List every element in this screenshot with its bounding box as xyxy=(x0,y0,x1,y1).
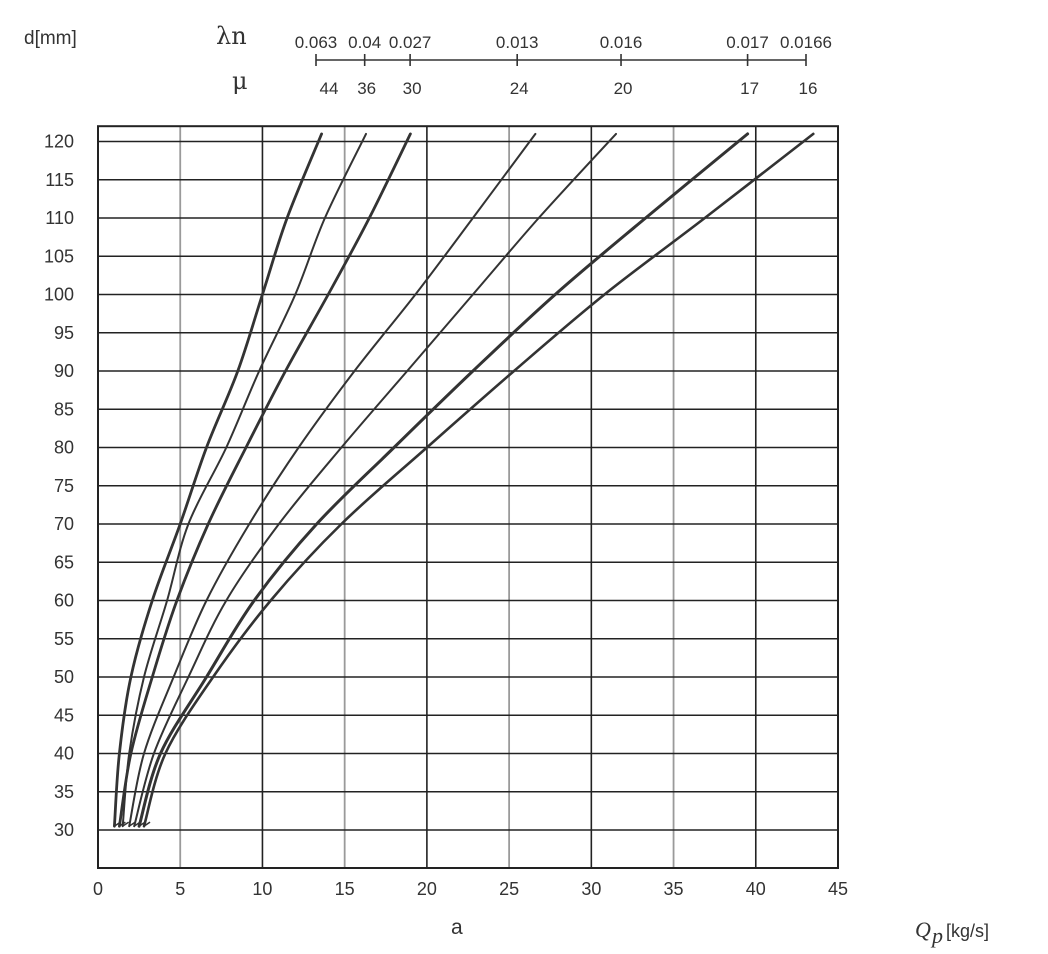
y-tick-label: 110 xyxy=(45,208,74,228)
y-tick-label: 60 xyxy=(54,591,74,611)
curves xyxy=(113,132,815,828)
mu-symbol: μ xyxy=(232,67,248,95)
top-scale: 0.063 44 0.04 36 0.027 30 0.013 24 0.016 20 0.017 1… xyxy=(295,33,832,98)
x-tick-label: 35 xyxy=(664,879,684,899)
mu-label: 20 xyxy=(614,79,633,98)
y-axis-label: d[mm] xyxy=(24,28,77,49)
x-tick-label: 15 xyxy=(335,879,355,899)
x-tick-label: 40 xyxy=(746,879,766,899)
curve-line xyxy=(118,132,412,828)
y-tick-label: 30 xyxy=(54,820,74,840)
x-tick-label: 20 xyxy=(417,879,437,899)
curve-line xyxy=(133,132,617,828)
x-tick-label: 10 xyxy=(252,879,272,899)
y-tick-label: 65 xyxy=(54,552,74,572)
x-unit-symbol: Q xyxy=(915,917,931,942)
y-tick-label: 35 xyxy=(54,782,74,802)
curve-line xyxy=(128,132,537,828)
x-tick-labels: 0 5 10 15 20 25 30 35 40 45 xyxy=(93,879,848,899)
x-unit-label: Q p [kg/s] xyxy=(915,917,989,948)
y-tick-label: 90 xyxy=(54,361,74,381)
y-tick-label: 95 xyxy=(54,323,74,343)
mu-label: 36 xyxy=(357,79,376,98)
curve-line xyxy=(113,132,323,828)
x-tick-label: 30 xyxy=(581,879,601,899)
plot-border xyxy=(97,125,839,869)
lambda-n-symbol: λn xyxy=(216,22,247,50)
lambda-n-label: 0.013 xyxy=(496,33,539,52)
y-tick-label: 40 xyxy=(54,744,74,764)
curve-base-stub xyxy=(118,821,126,827)
lambda-n-label: 0.04 xyxy=(348,33,381,52)
curve-base-stub xyxy=(122,821,130,827)
y-tick-label: 45 xyxy=(54,705,74,725)
y-tick-label: 80 xyxy=(54,438,74,458)
lambda-n-label: 0.027 xyxy=(389,33,432,52)
x-tick-label: 0 xyxy=(93,879,103,899)
curve-line xyxy=(121,132,367,828)
y-tick-label: 85 xyxy=(54,399,74,419)
curve-base-stub xyxy=(143,821,151,827)
grid xyxy=(97,126,839,868)
y-tick-label: 75 xyxy=(54,476,74,496)
y-tick-label: 115 xyxy=(45,170,74,190)
y-tick-label: 120 xyxy=(44,132,74,152)
y-tick-labels: 30 35 40 45 50 55 60 65 70 75 80 85 90 95 100 105 110 115… xyxy=(44,132,74,841)
y-tick-label: 100 xyxy=(44,285,74,305)
mu-label: 30 xyxy=(403,79,422,98)
lambda-n-label: 0.017 xyxy=(726,33,769,52)
x-axis-label: a xyxy=(451,916,463,939)
y-tick-label: 55 xyxy=(54,629,74,649)
y-tick-label: 70 xyxy=(54,514,74,534)
mu-label: 17 xyxy=(740,79,759,98)
x-unit-subscript: p xyxy=(930,923,943,948)
lambda-n-label: 0.063 xyxy=(295,33,338,52)
x-tick-label: 25 xyxy=(499,879,519,899)
curve-line xyxy=(142,132,815,828)
y-tick-label: 50 xyxy=(54,667,74,687)
x-unit-text: [kg/s] xyxy=(946,921,989,941)
mu-label: 16 xyxy=(799,79,818,98)
plot-frame xyxy=(97,125,839,869)
x-tick-label: 5 xyxy=(175,879,185,899)
lambda-n-label: 0.016 xyxy=(600,33,643,52)
y-tick-label: 105 xyxy=(44,246,74,266)
mu-label: 44 xyxy=(320,79,339,98)
lambda-n-label: 0.0166 xyxy=(780,33,832,52)
curve-line xyxy=(137,132,750,828)
x-tick-label: 45 xyxy=(828,879,848,899)
mu-label: 24 xyxy=(510,79,529,98)
